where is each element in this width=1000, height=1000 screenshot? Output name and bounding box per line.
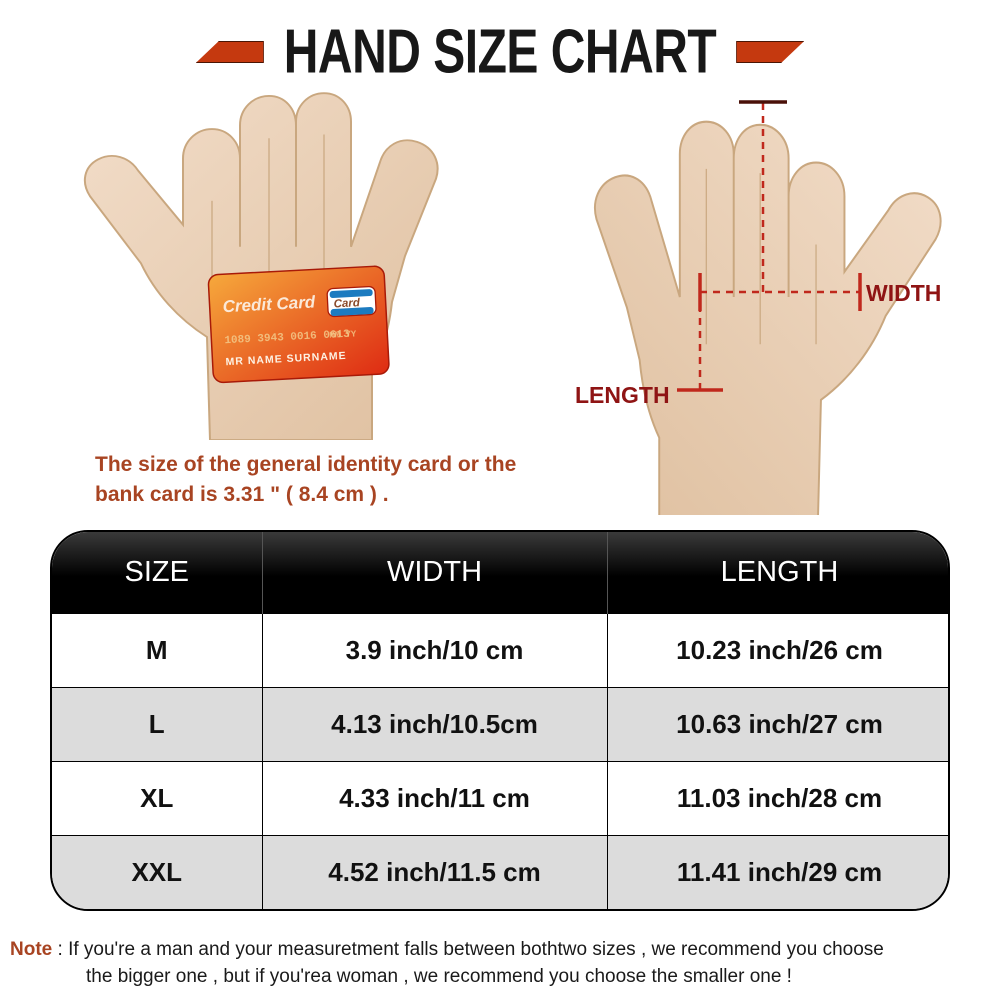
svg-text:Card: Card xyxy=(333,297,361,310)
svg-text:LENGTH: LENGTH xyxy=(575,382,670,408)
svg-text:WIDTH: WIDTH xyxy=(866,280,941,306)
svg-text:MM YY: MM YY xyxy=(329,329,357,340)
